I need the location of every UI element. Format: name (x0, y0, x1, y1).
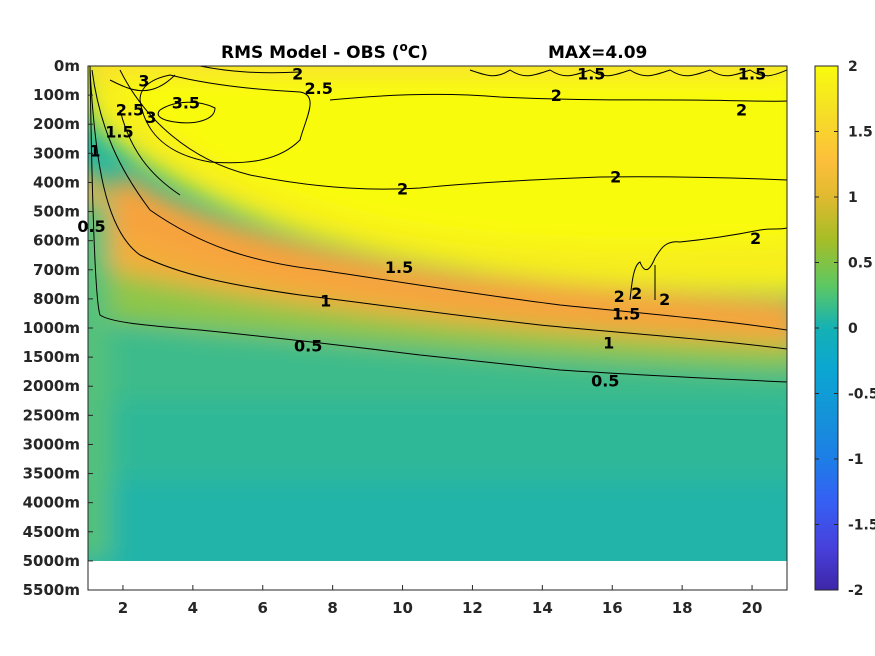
colorbar-ticks: 2 1.5 1 0.5 0 -0.5 -1 -1.5 -2 (815, 59, 875, 599)
y-tick-label: 3500m (23, 465, 80, 483)
colorbar: 2 1.5 1 0.5 0 -0.5 -1 -1.5 -2 (814, 59, 875, 599)
y-tick-label: 600m (33, 232, 80, 250)
x-tick-label: 2 (118, 599, 128, 617)
y-tick-label: 1000m (23, 319, 80, 337)
contour-label: 1 (603, 334, 614, 353)
y-tick-label: 500m (33, 203, 80, 221)
y-tick-label: 800m (33, 290, 80, 308)
colorbar-tick-label: 0 (848, 321, 858, 337)
y-tick-label: 400m (33, 173, 80, 191)
colorbar-tick-label: -1.5 (848, 518, 875, 534)
y-tick-label: 2000m (23, 377, 80, 395)
y-tick-label: 5500m (23, 581, 80, 599)
contour-label: 2 (292, 64, 303, 83)
y-tick-label: 100m (33, 86, 80, 104)
y-tick-label: 0m (54, 57, 80, 75)
x-tick-label: 8 (327, 599, 337, 617)
x-tick-label: 6 (258, 599, 268, 617)
colorbar-tick-label: 1 (848, 190, 858, 206)
y-tick-label: 2500m (23, 406, 80, 424)
x-tick-label: 12 (462, 599, 483, 617)
y-tick-label: 3000m (23, 435, 80, 453)
contour-label: 2 (551, 86, 562, 105)
contour-label: 2.5 (304, 79, 332, 98)
no-data-region (88, 561, 787, 590)
y-tick-label: 1500m (23, 348, 80, 366)
colorbar-tick-label: -1 (848, 452, 864, 468)
contour-label: 0.5 (77, 217, 105, 236)
contour-label: 2.5 (116, 101, 144, 120)
degree-superscript: o (400, 40, 408, 54)
contour-label: 1.5 (105, 123, 133, 142)
contour-label: 3 (138, 72, 149, 91)
contour-label: 1 (89, 141, 100, 160)
contour-label: 2 (631, 284, 642, 303)
y-tick-label: 300m (33, 144, 80, 162)
contour-label: 1.5 (738, 64, 766, 83)
y-tick-label: 200m (33, 115, 80, 133)
contour-label: 1.5 (577, 64, 605, 83)
x-tick-label: 18 (672, 599, 693, 617)
contour-label: 2 (614, 287, 625, 306)
colorbar-tick-label: -0.5 (848, 387, 875, 403)
x-axis: 2 4 6 8 10 12 14 16 18 20 (118, 585, 763, 617)
x-tick-label: 14 (532, 599, 553, 617)
contour-label: 2 (659, 290, 670, 309)
y-tick-label: 5000m (23, 552, 80, 570)
contour-label: 1.5 (385, 258, 413, 277)
contour-label: 1.5 (612, 304, 640, 323)
contour-label: 0.5 (294, 336, 322, 355)
colorbar-tick-label: 2 (848, 59, 858, 75)
x-tick-label: 20 (742, 599, 763, 617)
y-tick-label: 700m (33, 261, 80, 279)
y-axis: 0m 100m 200m 300m 400m 500m 600m 700m 800m 1000m 1… (23, 57, 93, 599)
contour-label: 3.5 (172, 93, 200, 112)
contour-label: 2 (397, 179, 408, 198)
y-tick-label: 4000m (23, 494, 80, 512)
contour-label: 1 (320, 291, 331, 310)
contour-label: 3 (145, 108, 156, 127)
y-tick-label: 4500m (23, 523, 80, 541)
heatmap-field (88, 66, 787, 561)
contour-lines (89, 66, 787, 383)
chart-title: RMS Model - OBS (oC) (221, 40, 428, 63)
x-tick-label: 4 (188, 599, 198, 617)
contour-label: 2 (750, 229, 761, 248)
colorbar-tick-label: 0.5 (848, 256, 873, 272)
colorbar-tick-label: -2 (848, 583, 864, 599)
colorbar-tick-label: 1.5 (848, 125, 873, 141)
contour-label: 2 (736, 101, 747, 120)
x-tick-label: 16 (602, 599, 623, 617)
max-annotation: MAX=4.09 (548, 43, 647, 63)
x-tick-label: 10 (392, 599, 413, 617)
contour-label: 0.5 (591, 371, 619, 390)
contour-label: 2 (610, 168, 621, 187)
